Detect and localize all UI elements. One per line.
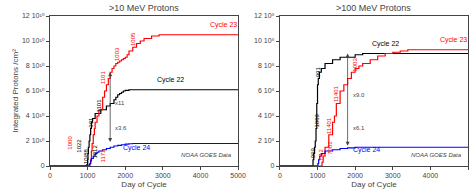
svg-text:11401: 11401 [333,85,339,102]
svg-text:NOAA GOES Data: NOAA GOES Data [181,152,232,158]
svg-text:1022: 1022 [76,139,82,153]
svg-text:x11: x11 [115,100,125,106]
svg-text:7001: 7001 [327,141,333,155]
svg-text:10/88: 10/88 [83,148,89,164]
svg-text:391: 391 [88,117,94,128]
svg-text:1003: 1003 [114,47,120,61]
svg-text:1012: 1012 [92,145,98,159]
svg-text:4000: 4000 [423,172,439,179]
svg-text:11401: 11401 [326,117,332,134]
svg-text:969: 969 [310,148,316,159]
svg-text:4 10¹⁰: 4 10¹⁰ [26,112,45,119]
svg-text:2 10¹⁰: 2 10¹⁰ [26,137,45,144]
svg-text:1172: 1172 [100,149,106,163]
svg-text:6 10⁸: 6 10⁸ [258,87,275,94]
svg-text:5000: 5000 [230,172,246,179]
svg-text:Cycle 22: Cycle 22 [372,40,399,48]
svg-text:1101: 1101 [100,71,106,85]
svg-text:Cycle 23: Cycle 23 [210,21,237,29]
svg-text:3000: 3000 [385,172,401,179]
svg-text:x3.6: x3.6 [115,125,127,131]
svg-text:2 10⁸: 2 10⁸ [258,137,275,144]
svg-text:Cycle 24: Cycle 24 [353,146,380,154]
svg-text:Day of Cycle: Day of Cycle [351,180,397,189]
svg-text:x6.1: x6.1 [353,125,365,131]
svg-text:4000: 4000 [193,172,209,179]
svg-text:x9.0: x9.0 [353,92,365,98]
svg-text:Cycle 24: Cycle 24 [123,144,150,152]
svg-text:Day of Cycle: Day of Cycle [121,180,167,189]
svg-text:0: 0 [48,172,52,179]
svg-text:>100 MeV Protons: >100 MeV Protons [336,3,411,13]
svg-text:8 10⁸: 8 10⁸ [258,62,275,69]
svg-text:2000: 2000 [347,172,363,179]
svg-text:2000: 2000 [117,172,133,179]
svg-text:0: 0 [278,172,282,179]
svg-text:1000: 1000 [310,172,326,179]
svg-text:NOAA GOES Data: NOAA GOES Data [411,152,462,158]
svg-text:1000: 1000 [67,136,73,150]
svg-text:12 10⁸: 12 10⁸ [254,12,275,19]
svg-text:1000: 1000 [80,172,96,179]
svg-text:10 10⁸: 10 10⁸ [254,37,275,44]
svg-text:1089: 1089 [314,114,320,128]
svg-text:>10 MeV Protons: >10 MeV Protons [109,3,179,13]
svg-text:0: 0 [41,162,45,169]
svg-text:1005: 1005 [130,32,136,46]
svg-text:Integrated Protons /cm²: Integrated Protons /cm² [11,49,20,133]
svg-text:Cycle 22: Cycle 22 [157,76,184,84]
svg-text:12 10¹⁰: 12 10¹⁰ [22,12,45,19]
svg-text:7/12: 7/12 [318,149,324,161]
svg-text:10 10¹⁰: 10 10¹⁰ [22,37,45,44]
svg-text:1003: 1003 [352,58,358,72]
svg-text:4 10⁸: 4 10⁸ [258,112,275,119]
svg-text:991: 991 [315,67,321,78]
svg-text:1101: 1101 [96,99,102,113]
svg-text:Cycle 23: Cycle 23 [440,36,467,44]
svg-text:8 10¹⁰: 8 10¹⁰ [26,62,45,69]
svg-text:6 10¹⁰: 6 10¹⁰ [26,87,45,94]
svg-text:0: 0 [271,162,275,169]
svg-text:3000: 3000 [155,172,171,179]
